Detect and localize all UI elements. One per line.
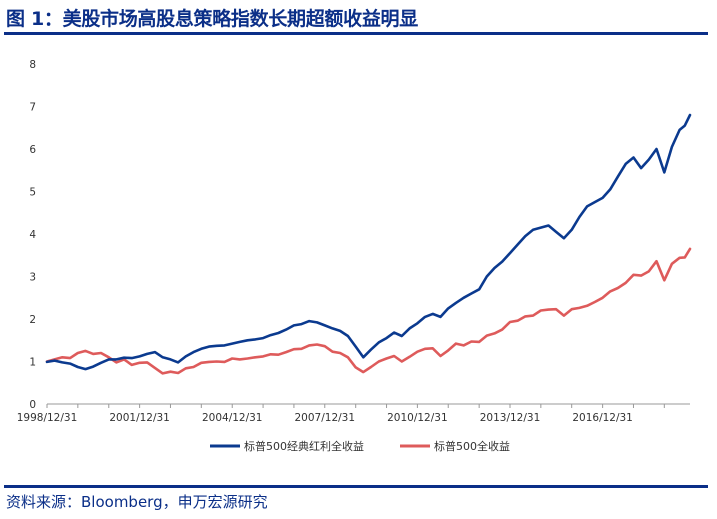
- title-divider: [4, 32, 708, 35]
- y-tick-label: 5: [29, 187, 36, 199]
- x-tick-label: 2016/12/31: [572, 412, 633, 424]
- x-tick-label: 2001/12/31: [109, 412, 170, 424]
- y-tick-label: 2: [29, 314, 36, 326]
- legend-label: 标普500全收益: [434, 439, 510, 453]
- x-tick-label: 1998/12/31: [17, 412, 78, 424]
- line-chart: 0 1 2 3 4 5 6 7 8 1998/12/31 2001/12/31 2004/12/31…: [17, 59, 692, 453]
- source-divider: [4, 485, 708, 488]
- figure-title: 图 1：美股市场高股息策略指数长期超额收益明显: [6, 8, 418, 30]
- legend-label: 标普500经典红利全收益: [244, 439, 364, 453]
- x-axis: 1998/12/31 2001/12/31 2004/12/31 2007/12/31…: [17, 403, 690, 424]
- y-tick-label: 8: [29, 59, 36, 71]
- series-line-sp500: [45, 247, 692, 375]
- x-tick-label: 2010/12/31: [387, 412, 448, 424]
- x-tick-label: 2013/12/31: [480, 412, 541, 424]
- y-tick-label: 6: [29, 144, 36, 156]
- y-tick-label: 3: [29, 272, 36, 284]
- y-axis: 0 1 2 3 4 5 6 7 8: [29, 59, 36, 411]
- source-note: 资料来源：Bloomberg，申万宏源研究: [6, 493, 268, 511]
- legend: 标普500经典红利全收益 标普500全收益: [210, 439, 510, 453]
- x-tick-label: 2007/12/31: [295, 412, 356, 424]
- y-tick-label: 0: [29, 399, 36, 411]
- series-line-dividend: [45, 113, 692, 371]
- x-tick-label: 2004/12/31: [202, 412, 263, 424]
- y-tick-label: 1: [29, 357, 36, 369]
- series-layer: [45, 113, 692, 375]
- y-tick-label: 7: [29, 102, 36, 114]
- y-tick-label: 4: [29, 229, 36, 241]
